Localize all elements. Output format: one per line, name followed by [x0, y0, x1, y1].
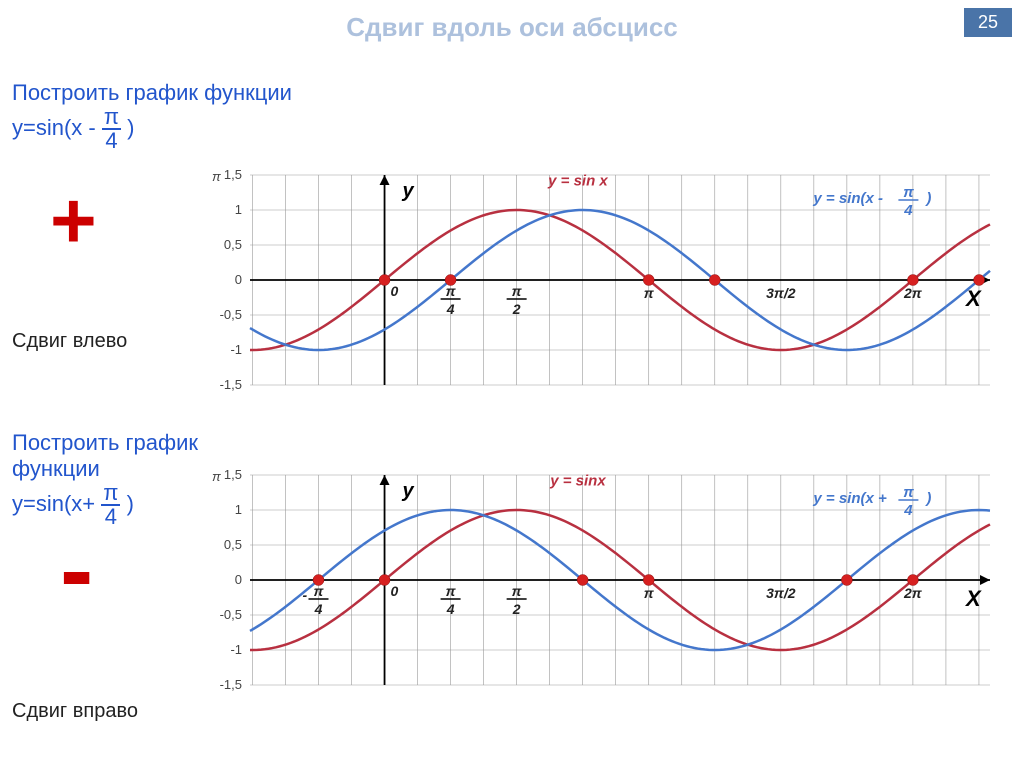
- svg-text:-0,5: -0,5: [220, 607, 242, 622]
- svg-text:π: π: [512, 583, 523, 599]
- svg-text:π: π: [644, 285, 655, 301]
- svg-text:1: 1: [235, 202, 242, 217]
- svg-text:0: 0: [391, 583, 399, 599]
- task2-line2: y=sin(x+ π 4 ): [12, 482, 212, 528]
- svg-text:0,5: 0,5: [224, 537, 242, 552]
- svg-text:0,5: 0,5: [224, 237, 242, 252]
- svg-text:2: 2: [512, 601, 521, 617]
- svg-text:0: 0: [235, 572, 242, 587]
- svg-text:π: π: [446, 583, 457, 599]
- svg-text:): ): [924, 490, 931, 507]
- svg-text:4: 4: [446, 601, 455, 617]
- task1-suffix: ): [127, 115, 134, 140]
- svg-text:2: 2: [512, 301, 521, 317]
- svg-text:y = sin(x +: y = sin(x +: [812, 490, 887, 507]
- page-number: 25: [964, 8, 1012, 37]
- caption-left-shift: Сдвиг влево: [12, 330, 127, 353]
- svg-text:1,5: 1,5: [224, 167, 242, 182]
- svg-text:-1,5: -1,5: [220, 677, 242, 692]
- task2-line1: Построить график функции: [12, 430, 212, 482]
- svg-text:4: 4: [446, 301, 455, 317]
- svg-text:): ): [924, 190, 931, 207]
- chart-1: -1,5-1-0,500,511,5π0yXπ4π2π3π/22πy = sin…: [200, 165, 1000, 405]
- svg-text:3π/2: 3π/2: [766, 585, 796, 601]
- task1-line1: Построить график функции: [12, 80, 302, 106]
- svg-text:π: π: [212, 469, 221, 484]
- task2-suffix: ): [127, 491, 134, 516]
- task1-line2: y=sin(x - π 4 ): [12, 106, 302, 152]
- task1-prefix: y=sin(x -: [12, 115, 102, 140]
- svg-text:4: 4: [314, 601, 323, 617]
- task2-prefix: y=sin(x+: [12, 491, 101, 516]
- svg-text:y = sin(x -: y = sin(x -: [812, 190, 883, 207]
- caption-right-shift: Сдвиг вправо: [12, 700, 138, 723]
- svg-text:π: π: [512, 283, 523, 299]
- svg-text:0: 0: [391, 283, 399, 299]
- svg-text:4: 4: [903, 502, 913, 519]
- chart-2: -1,5-1-0,500,511,5π0yXπ4π2π3π/22π-π4y = …: [200, 465, 1000, 705]
- plus-sign: +: [50, 175, 97, 267]
- svg-text:π: π: [903, 184, 914, 201]
- svg-text:π: π: [644, 585, 655, 601]
- task1-fraction: π 4: [102, 106, 121, 152]
- svg-text:y: y: [402, 180, 415, 202]
- svg-text:3π/2: 3π/2: [766, 285, 796, 301]
- svg-text:0: 0: [235, 272, 242, 287]
- svg-text:y = sin x: y = sin x: [547, 173, 608, 190]
- svg-text:y: y: [402, 480, 415, 502]
- svg-text:X: X: [964, 586, 982, 611]
- svg-text:-1,5: -1,5: [220, 377, 242, 392]
- svg-text:1,5: 1,5: [224, 467, 242, 482]
- svg-text:4: 4: [903, 202, 913, 219]
- task2-fraction: π 4: [101, 482, 120, 528]
- svg-text:-1: -1: [230, 642, 242, 657]
- banner-title: Сдвиг вдоль оси абсцисс: [346, 12, 677, 43]
- svg-text:-0,5: -0,5: [220, 307, 242, 322]
- svg-text:2π: 2π: [903, 285, 923, 301]
- task2-text: Построить график функции y=sin(x+ π 4 ): [12, 430, 212, 528]
- svg-text:1: 1: [235, 502, 242, 517]
- svg-text:2π: 2π: [903, 585, 923, 601]
- task1-text: Построить график функции y=sin(x - π 4 ): [12, 80, 302, 152]
- svg-text:π: π: [903, 484, 914, 501]
- svg-text:π: π: [212, 169, 221, 184]
- minus-sign: -: [60, 545, 93, 595]
- svg-text:-1: -1: [230, 342, 242, 357]
- svg-text:y = sinx: y = sinx: [549, 473, 606, 490]
